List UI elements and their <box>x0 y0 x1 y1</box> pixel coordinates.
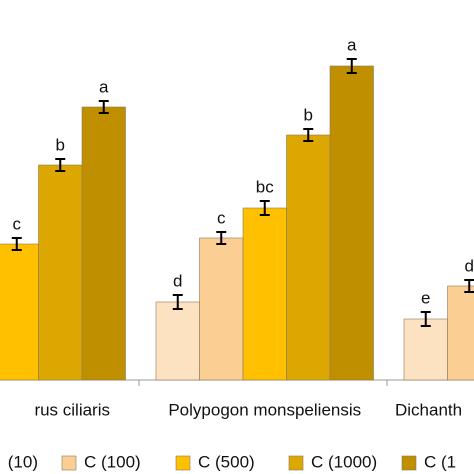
bar <box>199 237 244 381</box>
data-label: b <box>56 135 65 154</box>
data-label: bc <box>256 177 274 196</box>
error-bar <box>420 311 431 327</box>
legend-label: C (1000) <box>311 452 377 471</box>
data-label: a <box>347 35 357 54</box>
bar <box>403 318 448 381</box>
legend-swatch <box>175 455 191 471</box>
x-tick-label: Dichanth <box>395 400 462 419</box>
bar <box>0 243 39 381</box>
legend-label: (10) <box>8 452 38 471</box>
x-tick-label: Polypogon monspeliensis <box>168 400 361 419</box>
bar <box>81 106 126 381</box>
error-bar <box>259 200 270 216</box>
x-tick-label: rus ciliaris <box>34 400 110 419</box>
legend-label: C (500) <box>198 452 255 471</box>
error-bar <box>172 294 183 310</box>
error-bar <box>303 128 314 142</box>
data-label: c <box>13 214 22 233</box>
legend-swatch <box>401 455 417 471</box>
error-bar <box>346 58 357 74</box>
bar <box>38 164 83 381</box>
bar <box>286 134 331 381</box>
legend-swatch <box>288 455 304 471</box>
data-label: b <box>304 105 313 124</box>
bar <box>155 301 200 381</box>
bar <box>242 207 287 381</box>
data-label: a <box>99 77 109 96</box>
data-label: e <box>421 288 430 307</box>
error-bar <box>464 279 474 293</box>
legend-label: C (100) <box>84 452 141 471</box>
data-label: c <box>217 208 226 227</box>
error-bar <box>216 231 227 245</box>
legend-label: C (1 <box>424 452 456 471</box>
error-bar <box>55 158 66 172</box>
bar <box>447 285 474 381</box>
error-bar <box>11 237 22 251</box>
error-bar <box>98 100 109 114</box>
data-label: d <box>465 256 474 275</box>
bar <box>329 65 374 381</box>
legend-swatch <box>61 455 77 471</box>
data-label: d <box>173 271 182 290</box>
